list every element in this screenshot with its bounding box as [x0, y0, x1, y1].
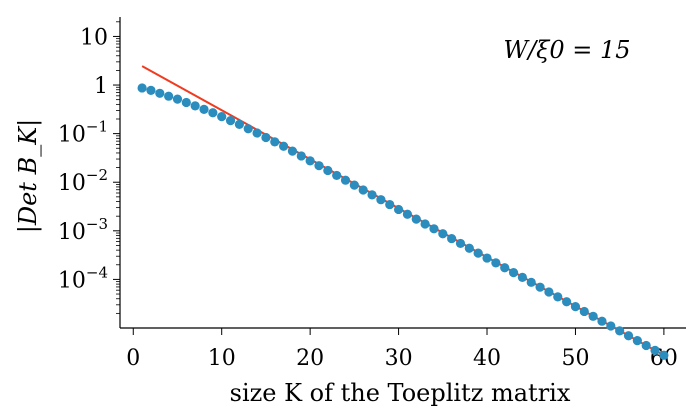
data-point [615, 326, 625, 336]
data-point [500, 263, 510, 273]
data-point [455, 238, 466, 249]
data-point [659, 350, 669, 360]
data-point [623, 331, 634, 341]
data-point [491, 258, 501, 268]
data-point [438, 229, 448, 239]
x-tick-label: 50 [561, 346, 589, 371]
data-point [464, 243, 474, 253]
data-point [340, 175, 351, 185]
data-point [447, 233, 457, 244]
data-point [261, 132, 271, 143]
data-point [606, 321, 616, 331]
data-point [402, 209, 413, 219]
data-point [172, 94, 183, 104]
y-tick-label: 1 [94, 74, 108, 99]
data-point [526, 277, 536, 287]
data-point [650, 345, 660, 355]
x-axis-label: size K of the Toeplitz matrix [230, 379, 571, 407]
y-tick-label: 10 [80, 25, 108, 50]
data-point [332, 170, 342, 181]
data-point [411, 214, 421, 224]
data-point [252, 128, 262, 138]
data-point [473, 248, 483, 258]
data-point [429, 224, 439, 234]
data-point [323, 165, 333, 176]
y-ticks: 10 1 10−1 10−2 10−3 10−4 [58, 21, 120, 314]
data-point [553, 292, 563, 302]
data-point [208, 108, 218, 118]
x-ticks: 0102030405060 [126, 328, 678, 371]
data-point [544, 287, 554, 297]
data-point [243, 124, 253, 134]
y-axis-label: |Det B_K| [14, 119, 43, 233]
data-point [588, 311, 598, 321]
data-point [508, 268, 519, 278]
y-tick-label: 10−2 [58, 166, 108, 196]
data-point [420, 219, 430, 229]
x-tick-label: 20 [296, 346, 324, 371]
data-point [234, 119, 244, 129]
data-point [287, 146, 298, 156]
data-point [296, 151, 306, 161]
data-point [137, 83, 147, 93]
points-layer [137, 83, 669, 360]
data-point [279, 141, 289, 151]
data-point [482, 253, 492, 263]
x-tick-label: 0 [126, 346, 140, 371]
x-tick-label: 30 [385, 346, 413, 371]
data-point [393, 204, 404, 215]
x-tick-label: 40 [473, 346, 501, 371]
data-point [367, 190, 377, 200]
y-tick-label: 10−1 [58, 118, 108, 148]
data-point [641, 340, 651, 351]
data-point [570, 302, 581, 312]
data-point [181, 97, 191, 108]
data-point [358, 185, 368, 195]
data-point [349, 180, 359, 190]
data-point [199, 104, 209, 114]
data-point [632, 336, 642, 346]
annotation-label: W/ξ0 = 15 [503, 36, 630, 64]
axes [119, 17, 686, 329]
data-point [535, 282, 545, 292]
data-point [579, 306, 589, 317]
y-tick-label: 10−4 [58, 263, 108, 293]
data-point [155, 88, 165, 98]
data-point [385, 199, 395, 210]
data-point [146, 85, 156, 95]
x-tick-label: 10 [208, 346, 236, 371]
data-point [314, 161, 324, 171]
y-tick-label: 10−3 [58, 215, 108, 245]
data-point [190, 101, 200, 111]
data-point [270, 137, 280, 147]
data-point [217, 112, 227, 122]
data-point [305, 156, 315, 166]
data-point [517, 272, 527, 282]
data-point [376, 195, 386, 205]
data-point [597, 316, 607, 326]
data-point [225, 116, 236, 126]
data-point [164, 91, 174, 101]
data-point [562, 297, 572, 307]
